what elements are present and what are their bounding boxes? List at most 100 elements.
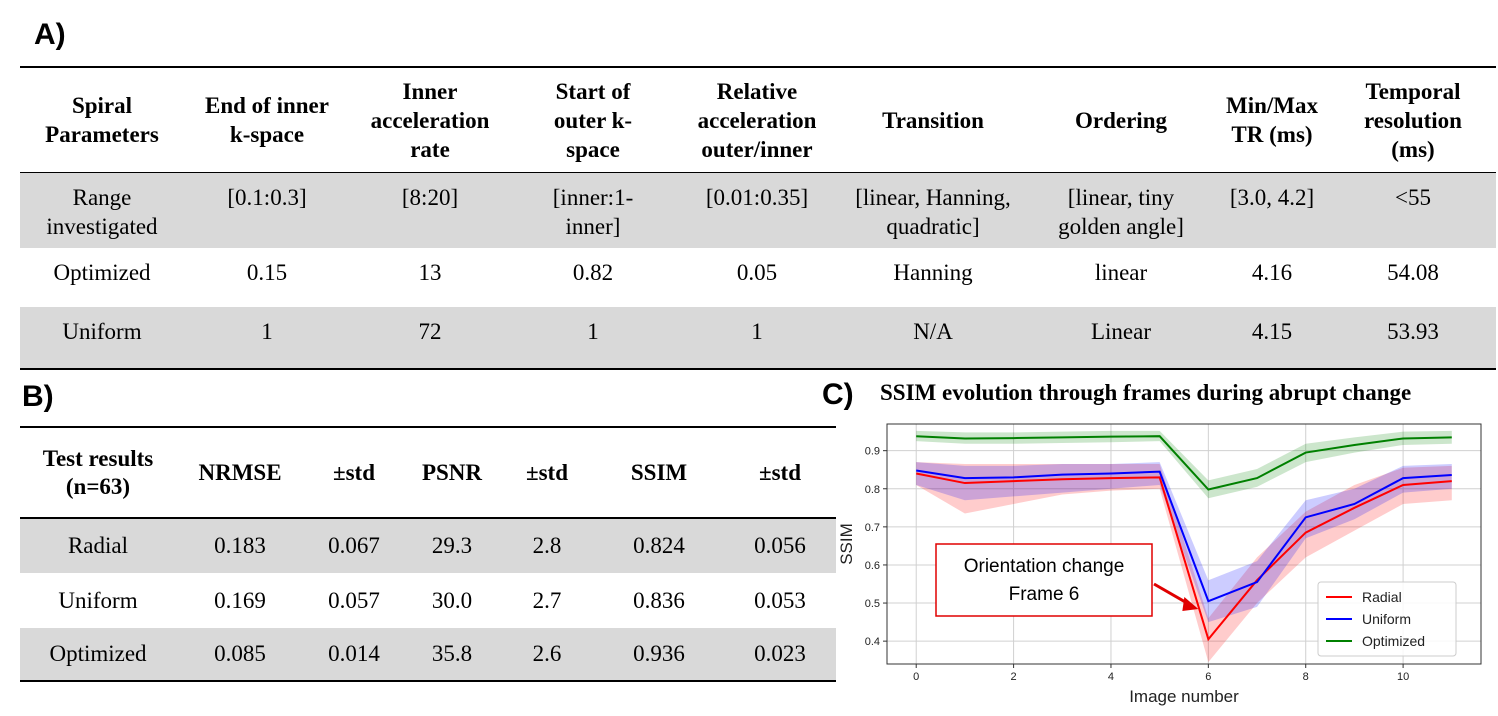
- table-a-header-cell: Ordering: [1028, 68, 1214, 172]
- table-a-header-cell-line: Transition: [882, 107, 984, 133]
- table-a-cell-line: 0.05: [736, 260, 778, 285]
- y-tick-label: 0.7: [865, 522, 880, 534]
- table-a-cell: linear: [1028, 248, 1214, 307]
- table-a-row: Uniform 1 72 1 1 N/A Linear 4.15 53.93: [20, 307, 1496, 368]
- band-optimized: [916, 430, 1452, 499]
- table-b-cell: 0.824: [633, 533, 685, 558]
- y-tick-label: 0.5: [865, 598, 880, 610]
- table-a-cell-line: 0.15: [246, 260, 288, 285]
- y-tick-label: 0.8: [865, 484, 880, 496]
- table-b-cell: 0.936: [633, 641, 685, 666]
- table-a-cell: 0.05: [676, 248, 838, 307]
- table-a-header-cell: Temporal resolution (ms): [1330, 68, 1496, 172]
- table-a-cell: 54.08: [1330, 248, 1496, 307]
- table-a-header-cell-line: End of inner: [205, 93, 329, 118]
- table-a-header-cell-line: acceleration: [697, 107, 817, 133]
- table-b-header-cell: ±std: [304, 428, 404, 517]
- table-a-cell-line: inner]: [565, 214, 621, 239]
- table-a-cell-line: N/A: [913, 319, 953, 344]
- table-b-cell: 0.085: [214, 641, 266, 666]
- panel-label-a: A): [34, 18, 66, 51]
- table-b-header-cell: Test results (n=63): [20, 428, 176, 517]
- table-b-header-cell-line: ±std: [332, 459, 376, 485]
- annotation-text: Orientation change: [964, 556, 1125, 577]
- legend-label-optimized: Optimized: [1362, 633, 1425, 649]
- table-a-header-cell: Relative acceleration outer/inner: [676, 68, 838, 172]
- table-a-cell-line: [linear, tiny: [1067, 185, 1175, 210]
- annotation-arrow-head: [1182, 597, 1199, 612]
- table-a-cell-line: investigated: [46, 214, 158, 239]
- table-a-header-cell-line: Ordering: [1075, 107, 1167, 133]
- band-radial: [916, 462, 1452, 663]
- table-a-cell-line: Uniform: [62, 319, 142, 344]
- table-b-cell: 0.067: [328, 533, 380, 558]
- legend-box: [1317, 581, 1457, 657]
- x-tick-label: 8: [1303, 671, 1309, 683]
- table-a-cell: Uniform: [20, 307, 184, 368]
- table-a-cell: 4.16: [1214, 248, 1330, 307]
- table-a-header-cell: Spiral Parameters: [20, 68, 184, 172]
- table-a-header-cell-line: Min/Max: [1226, 93, 1318, 118]
- x-tick-label: 0: [913, 671, 919, 683]
- table-a-cell: Linear: [1028, 307, 1214, 368]
- table-a-header-cell-line: Temporal: [1365, 78, 1461, 104]
- table-a-cell: 1: [676, 307, 838, 368]
- table-a-cell-line: [0.1:0.3]: [227, 185, 307, 210]
- table-a-header-cell-line: outer k-: [553, 107, 633, 133]
- band-uniform: [916, 462, 1452, 623]
- x-axis-label: Image number: [1129, 687, 1239, 706]
- table-b-header-cell: SSIM: [594, 428, 724, 517]
- table-a-header-cell-line: TR (ms): [1231, 122, 1313, 147]
- table-a-cell: [3.0, 4.2]: [1214, 173, 1330, 248]
- panel-label-c: C): [822, 378, 854, 411]
- plot-frame: [886, 423, 1482, 665]
- table-b-header-cell-line: (n=63): [65, 473, 131, 499]
- table-a-cell: 13: [350, 248, 510, 307]
- table-b-header-cell-line: PSNR: [421, 459, 483, 485]
- table-b-cell: 0.169: [214, 587, 266, 613]
- table-b-cell: 2.7: [532, 587, 562, 613]
- table-a-header-cell-line: Start of: [555, 78, 631, 104]
- y-tick-label: 0.4: [865, 636, 880, 648]
- table-a-header-cell-line: Inner: [402, 78, 458, 104]
- table-b-cell: Uniform: [58, 587, 138, 613]
- table-a-header-cell: Min/Max TR (ms): [1214, 68, 1330, 172]
- table-a-header-cell-line: (ms): [1391, 136, 1435, 162]
- table-a-cell-line: 1: [261, 319, 273, 344]
- table-a-cell-line: 1: [587, 319, 599, 344]
- table-b-header-cell-line: NRMSE: [198, 459, 282, 485]
- table-b-cell: 0.836: [633, 587, 685, 613]
- table-a-cell-line: [linear, Hanning,: [855, 185, 1011, 210]
- ssim-chart: 0 2 4 6 8 10 0.4 0.5 0.6 0.7 0.8 0.9 Image number SSI…: [837, 423, 1482, 706]
- table-a-cell: 1: [510, 307, 676, 368]
- table-a-cell: 53.93: [1330, 307, 1496, 368]
- table-a-header-cell-line: rate: [410, 136, 450, 162]
- table-a-header-row: Spiral Parameters End of inner k-space Inner…: [20, 68, 1496, 173]
- table-b-cell: 0.023: [754, 641, 806, 666]
- table-a-cell: 72: [350, 307, 510, 368]
- table-b-header-cell-line: ±std: [525, 459, 569, 485]
- table-b-cell: 2.6: [532, 641, 562, 666]
- table-b-cell: Optimized: [49, 641, 147, 666]
- test-results-table: Test results (n=63) NRMSE ±std PSNR ±std SSIM ±…: [20, 426, 836, 682]
- table-a-cell-line: 13: [418, 260, 442, 285]
- table-a-cell-line: 1: [751, 319, 763, 344]
- table-a-cell-line: Linear: [1090, 319, 1151, 344]
- table-a-cell: Optimized: [20, 248, 184, 307]
- table-a-cell-line: quadratic]: [886, 214, 980, 239]
- table-a-cell-line: [0.01:0.35]: [705, 185, 809, 210]
- y-axis-label: SSIM: [837, 523, 856, 565]
- table-a-header-cell-line: acceleration: [370, 107, 490, 133]
- x-tick-label: 4: [1108, 671, 1114, 683]
- table-b-cell: 2.8: [532, 533, 562, 558]
- table-b-cell: 29.3: [431, 533, 473, 558]
- table-a-cell: 4.15: [1214, 307, 1330, 368]
- table-a-cell-line: 4.16: [1251, 260, 1293, 285]
- table-a-cell-line: [3.0, 4.2]: [1229, 185, 1315, 210]
- table-a-header-cell-line: Parameters: [45, 122, 159, 147]
- x-tick-label: 2: [1011, 671, 1017, 683]
- table-a-cell: N/A: [838, 307, 1028, 368]
- y-tick-label: 0.6: [865, 560, 880, 572]
- table-b-cell: 35.8: [431, 641, 473, 666]
- table-b-row: Optimized 0.085 0.014 35.8 2.6 0.936 0.023: [20, 628, 836, 680]
